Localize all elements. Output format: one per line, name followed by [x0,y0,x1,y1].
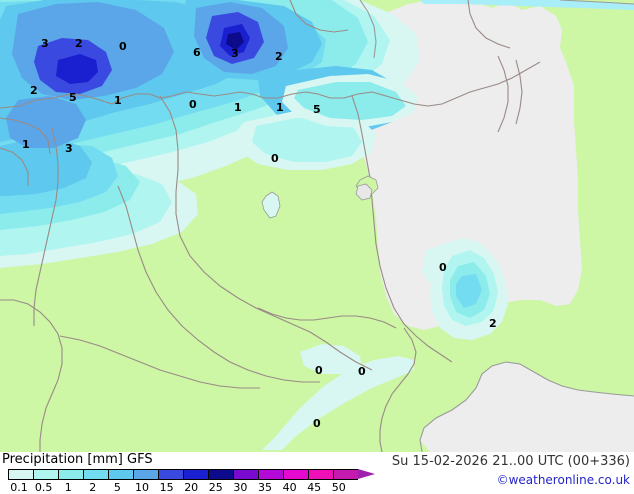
coastlines [359,0,634,452]
map-canvas [0,0,634,452]
legend-swatch-4 [83,469,108,480]
legend-swatch-13 [308,469,333,480]
legend-tick-50: 50 [331,481,346,494]
legend-tick-labels: 0.1 0.5 1 2 5 10 15 20 25 30 35 40 45 50 [8,481,348,494]
legend-swatch-14 [333,469,358,480]
legend-tick-40: 40 [282,481,297,494]
legend-swatch-6 [133,469,158,480]
precip-cell-southeast [422,238,508,340]
map-footer: Precipitation [mm] GFS 0.1 0.5 1 2 5 10 15 20 25… [0,452,634,494]
legend-tick-0.5: 0.5 [34,481,53,494]
legend-swatch-10 [233,469,258,480]
gulf-grey-region [420,362,634,452]
legend-title: Precipitation [mm] GFS [2,452,153,467]
precip-band-south [262,344,414,450]
legend-tick-2: 2 [89,481,97,494]
legend-color-bar [8,469,375,480]
legend-tick-0.1: 0.1 [10,481,28,494]
run-datetime: Su 15-02-2026 21..00 UTC (00+336) [391,454,630,469]
black-sea-strip [420,0,634,10]
legend-tick-20: 20 [184,481,199,494]
legend-swatch-12 [283,469,308,480]
precip-band-25 [226,32,244,50]
legend-swatch-7 [158,469,183,480]
legend-overflow-arrow [358,469,375,479]
legend-tick-45: 45 [307,481,322,494]
legend-tick-30: 30 [233,481,248,494]
legend-swatch-11 [258,469,283,480]
precip-band-ne-arm [282,74,418,128]
legend-tick-35: 35 [258,481,272,494]
legend-swatch-1 [8,469,33,480]
legend-tick-5: 5 [113,481,121,494]
legend-tick-25: 25 [208,481,223,494]
legend-swatch-5 [108,469,133,480]
legend-swatch-3 [58,469,83,480]
legend-tick-10: 10 [135,481,149,494]
legend-swatch-8 [183,469,208,480]
lakes-and-islands [261,175,379,219]
copyright-notice[interactable]: ©weatheronline.co.uk [496,473,630,487]
legend-swatch-9 [208,469,233,480]
legend-tick-1: 1 [64,481,72,494]
legend-swatch-2 [33,469,58,480]
country-borders [0,0,541,452]
legend-tick-15: 15 [159,481,174,494]
